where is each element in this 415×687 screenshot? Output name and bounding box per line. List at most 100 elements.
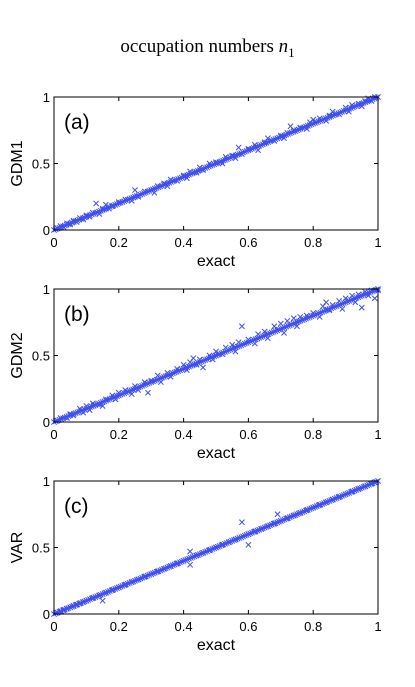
data-point-marker <box>290 512 297 519</box>
data-point-marker <box>227 538 234 545</box>
data-point-marker <box>337 109 344 116</box>
data-point-marker <box>366 97 372 104</box>
data-points-band <box>51 286 381 425</box>
data-point-marker <box>222 540 228 547</box>
data-point-marker <box>164 180 171 187</box>
data-point-marker <box>65 221 72 228</box>
x-tick-label: 0.4 <box>175 427 193 442</box>
data-point-marker <box>254 335 261 342</box>
data-point-marker <box>225 347 232 354</box>
data-point-marker <box>299 125 306 131</box>
data-point-marker <box>231 537 237 544</box>
data-point-marker <box>339 300 345 307</box>
data-point-marker <box>97 399 104 406</box>
data-point-marker <box>355 486 362 493</box>
data-point-marker <box>58 224 65 230</box>
data-point-marker <box>304 506 311 513</box>
data-point-marker <box>195 359 201 366</box>
data-point-marker <box>259 141 266 148</box>
data-point-marker <box>144 380 151 387</box>
data-point-marker <box>148 187 155 194</box>
data-point-marker <box>123 581 129 588</box>
data-point-marker <box>58 416 65 422</box>
data-point-marker <box>128 195 135 202</box>
data-point-marker <box>155 568 162 575</box>
data-point-marker <box>258 526 264 532</box>
data-point-marker <box>357 293 363 300</box>
data-point-marker <box>106 204 113 211</box>
data-point-marker <box>142 573 149 580</box>
data-point-marker <box>76 216 83 223</box>
data-point-marker <box>110 202 117 209</box>
x-tick-label: 0.4 <box>175 235 193 250</box>
data-point-marker <box>61 222 68 229</box>
data-point-marker <box>79 215 86 222</box>
data-point-marker <box>148 571 155 578</box>
data-point-marker <box>178 366 185 373</box>
data-point-marker <box>313 503 320 510</box>
data-point-marker <box>238 534 245 541</box>
data-point-marker <box>279 517 286 524</box>
data-point-marker <box>175 368 182 374</box>
data-point-marker <box>238 150 245 157</box>
data-point-marker <box>184 172 191 179</box>
data-point-marker <box>321 500 327 507</box>
data-point-marker <box>160 181 167 188</box>
data-point-marker <box>312 503 318 510</box>
data-point-marker <box>196 551 203 558</box>
x-tick-label: 0.6 <box>239 427 257 442</box>
data-point-marker <box>112 201 119 208</box>
data-point-marker <box>186 171 192 178</box>
data-point-marker <box>276 518 282 525</box>
data-point-marker <box>153 568 160 575</box>
data-point-marker <box>67 412 74 419</box>
data-point-marker <box>159 566 165 573</box>
data-point-marker <box>81 406 88 413</box>
data-point-marker <box>285 130 291 137</box>
data-point-marker <box>135 384 142 391</box>
data-point-marker <box>366 289 372 296</box>
data-point-marker <box>119 390 126 397</box>
data-point-marker <box>190 355 197 362</box>
data-point-marker <box>301 124 308 131</box>
data-point-marker <box>180 365 187 372</box>
data-point-marker <box>78 407 84 414</box>
data-point-marker <box>281 516 288 523</box>
data-point-marker <box>213 160 219 167</box>
data-point-marker <box>294 127 300 134</box>
data-point-marker <box>115 200 122 207</box>
data-point-marker <box>222 156 228 163</box>
data-point-marker <box>286 322 293 329</box>
data-point-marker <box>285 514 291 521</box>
data-point-marker <box>128 579 135 586</box>
data-point-marker <box>168 179 174 185</box>
plot-panel: 0 0.2 0.4 0.6 0.8 1 0 0.5 1 exact GDM2 (b) <box>9 282 382 462</box>
y-tick-label: 0 <box>43 607 50 622</box>
x-tick-label: 0.8 <box>304 427 322 442</box>
data-point-marker <box>277 325 284 332</box>
data-point-marker <box>222 348 228 355</box>
data-point-marker <box>132 385 138 392</box>
data-point-marker <box>160 373 167 380</box>
data-point-marker <box>235 144 242 151</box>
data-point-marker <box>250 145 257 151</box>
data-point-marker <box>247 530 254 537</box>
data-point-marker <box>117 199 124 206</box>
data-point-marker <box>121 390 128 397</box>
panel-label: (c) <box>64 495 89 518</box>
data-point-marker <box>303 315 309 322</box>
data-point-marker <box>339 492 345 499</box>
data-point-marker <box>196 167 203 174</box>
data-point-marker <box>130 194 137 201</box>
data-point-marker <box>69 411 75 418</box>
data-point-marker <box>85 213 92 219</box>
data-point-marker <box>132 187 138 194</box>
data-point-marker <box>339 108 345 115</box>
data-point-marker <box>76 408 83 415</box>
data-point-marker <box>245 147 252 154</box>
data-point-marker <box>304 122 311 129</box>
data-point-marker <box>349 488 356 495</box>
data-point-marker <box>259 333 266 340</box>
data-point-marker <box>254 527 261 534</box>
